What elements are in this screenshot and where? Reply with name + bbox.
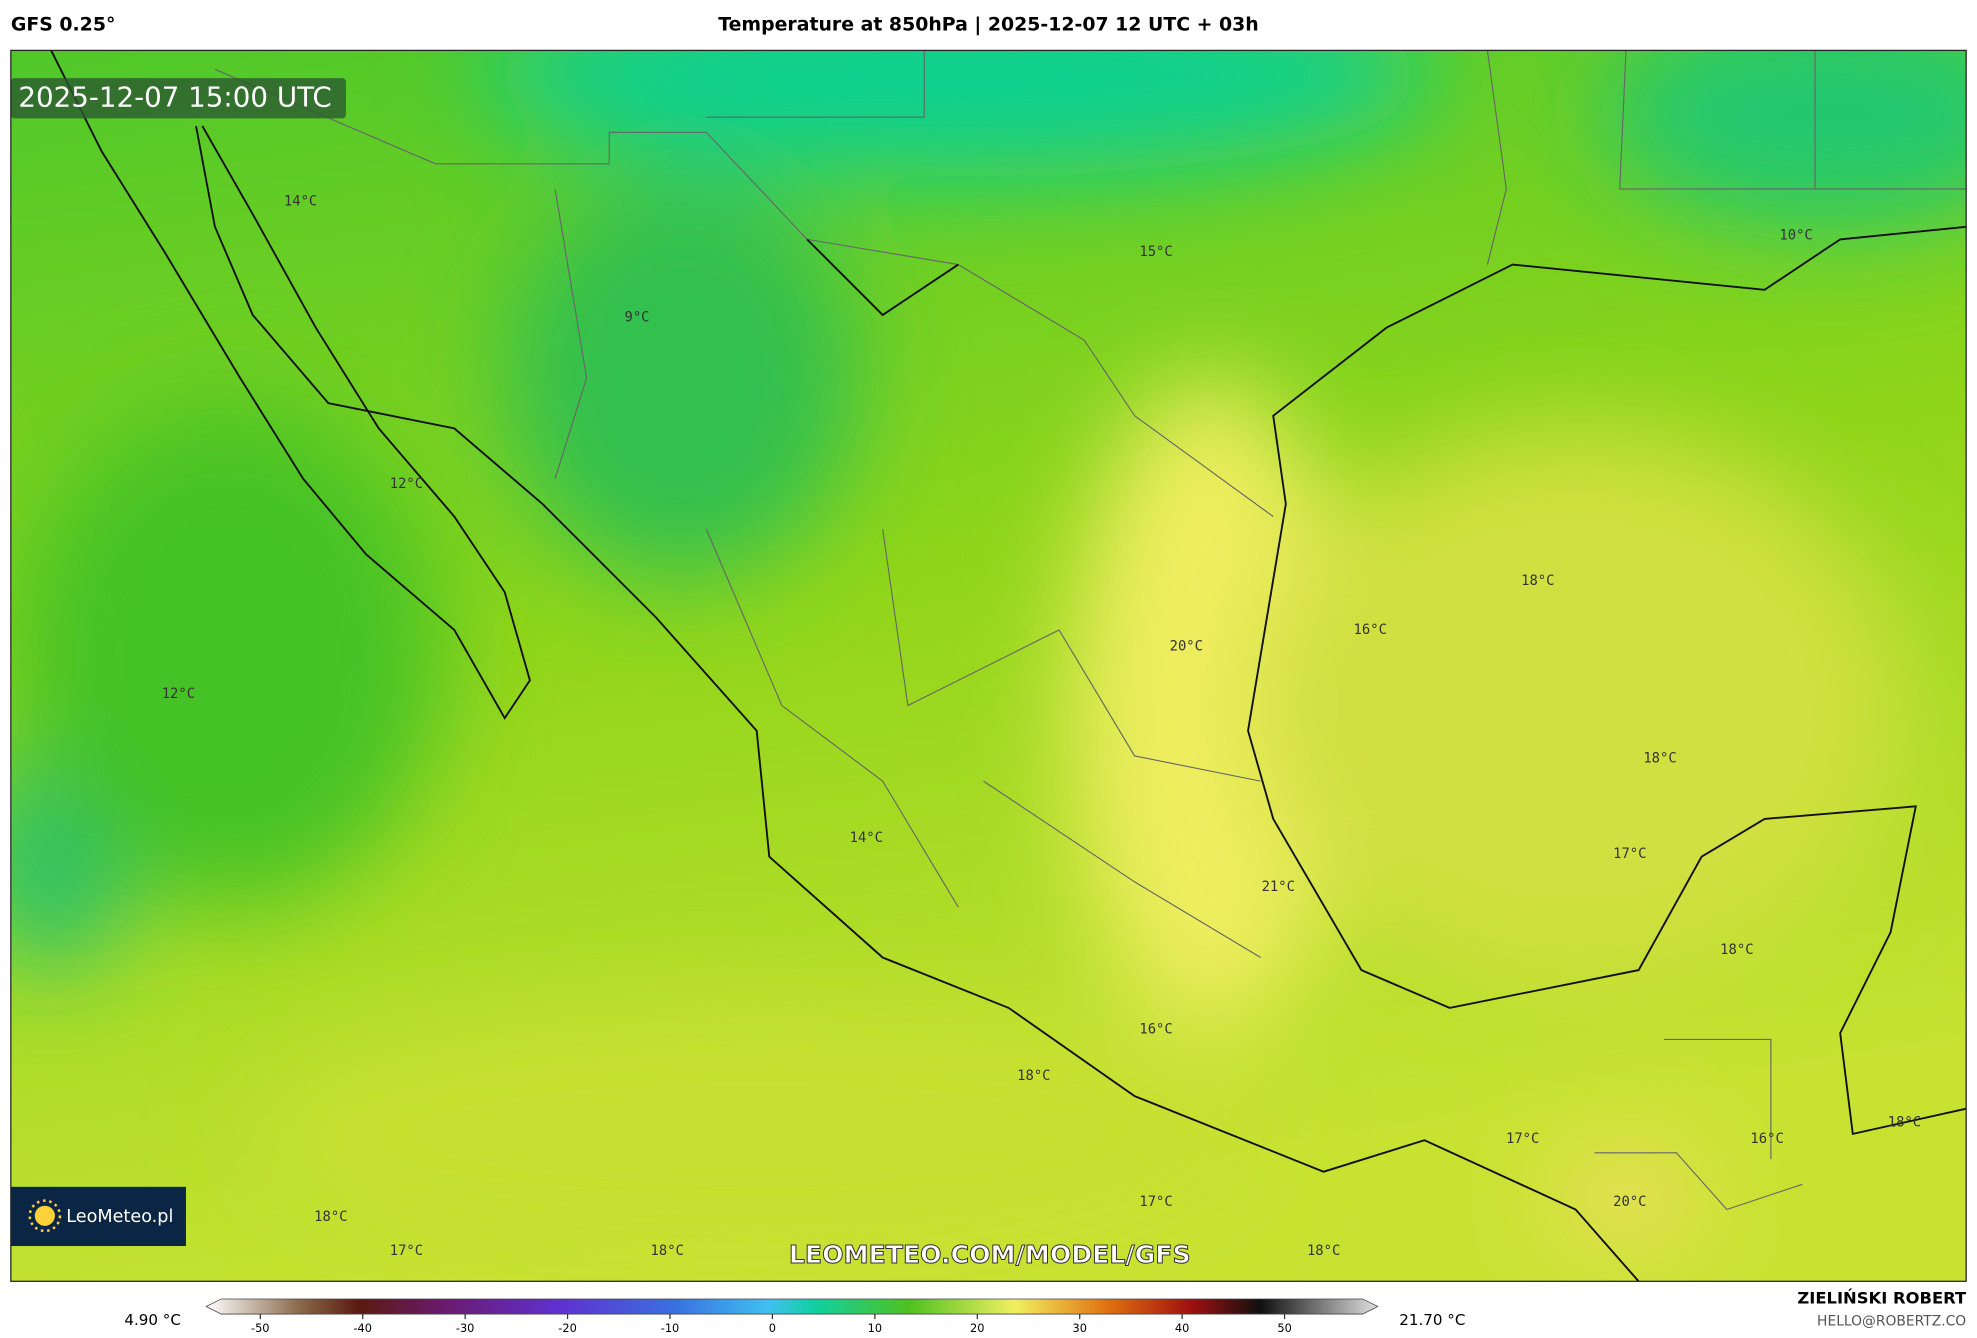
contour-label: 18°C xyxy=(1720,942,1753,958)
contour-label: 18°C xyxy=(1307,1243,1340,1259)
contour-label: 12°C xyxy=(162,686,195,702)
contour-label: 18°C xyxy=(314,1209,347,1225)
colorbar xyxy=(205,1298,1379,1315)
colorbar-tick-label: 20 xyxy=(970,1321,984,1335)
colorbar-ticks: -50 -40 -30 -20 -10 0 10 20 30 40 50 xyxy=(251,1314,1292,1335)
colorbar-tick-label: 10 xyxy=(868,1321,882,1335)
coast-detail xyxy=(806,238,959,317)
logo-rays xyxy=(28,1199,62,1233)
contour-label: 17°C xyxy=(1139,1194,1172,1210)
contour-label: 20°C xyxy=(1170,638,1203,654)
contour-label: 15°C xyxy=(1139,244,1172,260)
contour-label: 12°C xyxy=(390,476,423,492)
temperature-shading xyxy=(10,50,1967,1260)
map-title: Temperature at 850hPa | 2025-12-07 12 UT… xyxy=(718,14,1258,36)
colorbar-tick-label: 0 xyxy=(769,1321,776,1335)
min-label: 4.90 °C xyxy=(124,1311,181,1329)
colorbar-tick-label: 40 xyxy=(1175,1321,1189,1335)
contour-label: 21°C xyxy=(1262,879,1295,895)
contour-label: 14°C xyxy=(284,194,317,210)
contour-label: 17°C xyxy=(1506,1131,1539,1147)
contour-label: 18°C xyxy=(1017,1068,1050,1084)
colorbar-tick-label: 30 xyxy=(1073,1321,1087,1335)
timestamp: 2025-12-07 15:00 UTC xyxy=(18,80,331,113)
map-frame xyxy=(10,49,1967,1282)
contour-label: 18°C xyxy=(1643,750,1676,766)
pacific-coastline xyxy=(50,50,1640,1282)
contour-label: 18°C xyxy=(651,1243,684,1259)
colorbar-tick-label: -10 xyxy=(661,1321,680,1335)
logo-text: LeoMeteo.pl xyxy=(66,1207,173,1227)
gulf-coastline xyxy=(1247,225,1967,1136)
map: 14°C 15°C 10°C 9°C 12°C 18°C 16°C 20°C 12°C 18°C 1… xyxy=(10,50,1967,1282)
contour-label: 17°C xyxy=(1613,846,1646,862)
contour-label: 16°C xyxy=(1354,622,1387,638)
colorbar-tick-label: -50 xyxy=(251,1321,270,1335)
colorbar-tick-label: -40 xyxy=(353,1321,372,1335)
email: HELLO@ROBERTZ.CO xyxy=(1817,1314,1966,1330)
contour-label: 16°C xyxy=(1139,1021,1172,1037)
borders xyxy=(214,50,1967,1211)
colorbar-tick-label: -30 xyxy=(456,1321,475,1335)
author: ZIELIŃSKI ROBERT xyxy=(1797,1288,1967,1307)
contour-label: 9°C xyxy=(624,309,649,325)
colorbar-tick-label: -20 xyxy=(558,1321,577,1335)
contour-label: 10°C xyxy=(1779,228,1812,244)
logo-sun xyxy=(34,1205,55,1226)
contour-label: 18°C xyxy=(1888,1115,1921,1131)
contour-label: 18°C xyxy=(1521,573,1554,589)
watermark: LEOMETEO.COM/MODEL/GFS xyxy=(789,1240,1191,1269)
colorbar-tick-label: 50 xyxy=(1277,1321,1291,1335)
contour-labels: 14°C 15°C 10°C 9°C 12°C 18°C 16°C 20°C 12°C 18°C 1… xyxy=(162,194,1921,1259)
contour-label: 14°C xyxy=(850,830,883,846)
model-label: GFS 0.25° xyxy=(11,14,116,36)
timestamp-box xyxy=(10,78,346,119)
max-label: 21.70 °C xyxy=(1399,1311,1465,1329)
contour-label: 16°C xyxy=(1750,1131,1783,1147)
contour-label: 17°C xyxy=(390,1243,423,1259)
contour-label: 20°C xyxy=(1613,1194,1646,1210)
